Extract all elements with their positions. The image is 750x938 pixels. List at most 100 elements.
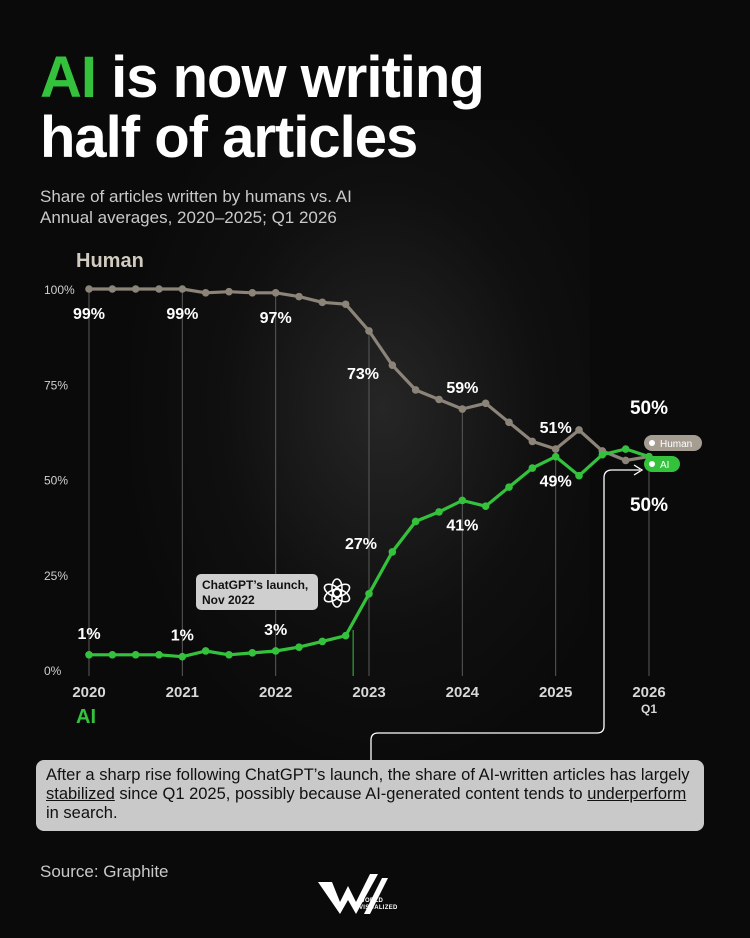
ai-end-tag <box>644 456 680 472</box>
data-label-human: 97% <box>260 310 292 327</box>
page-title: AI is now writing half of articles <box>40 45 485 168</box>
data-label-ai: 1% <box>77 626 100 643</box>
x-tick-label: 2025 <box>539 684 572 701</box>
ai-data-point <box>341 631 350 640</box>
human-data-point <box>108 285 117 293</box>
human-data-point <box>201 289 210 297</box>
human-data-point <box>388 361 397 370</box>
subtitle-line2: Annual averages, 2020–2025; Q1 2026 <box>40 208 337 227</box>
human-data-point <box>411 386 420 394</box>
callout-text-2: since Q1 2025, possibly because AI-gener… <box>114 785 588 803</box>
logo-line2: VISUALIZED <box>359 905 398 911</box>
human-data-point <box>575 426 583 434</box>
y-tick-label: 75% <box>44 378 68 392</box>
y-tick-label: 50% <box>44 474 68 488</box>
x-tick-label: 2020 <box>72 684 105 701</box>
title-accent: AI <box>40 45 97 110</box>
human-data-point <box>155 285 163 293</box>
ai-data-point <box>551 452 560 461</box>
ai-data-point <box>108 650 117 659</box>
human-data-point <box>481 399 490 408</box>
ai-data-point <box>225 650 233 659</box>
data-label-ai: 41% <box>446 517 478 534</box>
ai-data-point <box>411 517 420 526</box>
ai-data-point <box>528 464 537 472</box>
data-label-human: 73% <box>347 366 379 383</box>
callout-connector-line <box>370 469 640 760</box>
human-data-point <box>551 445 560 453</box>
ai-data-point <box>131 650 140 659</box>
logo-line1: WORLD <box>359 898 384 904</box>
subtitle: Share of articles written by humans vs. … <box>40 186 352 228</box>
data-label-human: 50% <box>630 398 668 419</box>
human-data-point <box>621 456 630 465</box>
y-tick-label: 25% <box>44 569 68 583</box>
ai-data-point <box>201 647 210 655</box>
data-label-ai: 3% <box>264 622 287 639</box>
human-end-tag-dot <box>649 440 655 446</box>
human-data-point <box>225 287 233 296</box>
human-data-point <box>178 285 187 293</box>
ai-data-point <box>85 650 93 659</box>
y-tick-label: 100% <box>44 283 75 297</box>
callout-underline-stabilized: stabilized <box>46 785 115 803</box>
callout-text-3: in search. <box>46 804 118 822</box>
x-tick-sublabel: Q1 <box>641 702 657 716</box>
human-data-point <box>435 395 443 404</box>
title-rest: is now writing <box>96 45 485 110</box>
y-tick-label: 0% <box>44 664 62 678</box>
source-text: Source: Graphite <box>40 862 169 881</box>
data-label-human: 59% <box>446 380 478 397</box>
data-label-human: 99% <box>166 306 198 323</box>
x-tick-label: 2021 <box>166 684 199 701</box>
chatgpt-annotation-box <box>196 574 318 610</box>
x-tick-label: 2024 <box>446 684 480 701</box>
human-data-point <box>458 405 467 413</box>
callout-connector-arrow <box>633 464 644 476</box>
ai-data-point <box>575 471 583 480</box>
data-label-ai: 1% <box>171 628 194 645</box>
chatgpt-annotation-line1: ChatGPT’s launch, <box>202 578 308 592</box>
ai-series-title: AI <box>76 706 96 728</box>
ai-data-point <box>481 502 490 510</box>
x-tick-label: 2026 <box>632 684 665 701</box>
ai-data-point <box>505 483 513 491</box>
human-data-point <box>131 285 140 293</box>
human-data-point <box>528 437 537 446</box>
ai-data-point <box>365 590 373 598</box>
ai-end-tag-label: AI <box>660 460 669 471</box>
human-data-point <box>505 418 513 427</box>
data-label-human: 51% <box>540 420 572 437</box>
data-label-ai: 49% <box>540 474 572 491</box>
callout-underline-underperform: underperform <box>587 785 687 803</box>
data-label-ai: 27% <box>345 536 377 553</box>
human-data-point <box>318 298 327 307</box>
data-label-human: 99% <box>73 306 105 323</box>
human-data-point <box>271 289 280 297</box>
x-tick-label: 2023 <box>352 684 385 701</box>
ai-data-point <box>621 445 630 453</box>
ai-data-point <box>248 649 257 657</box>
callout-text-1: After a sharp rise following ChatGPT’s l… <box>46 766 690 784</box>
ai-end-tag-dot <box>649 461 655 467</box>
human-data-point <box>248 289 257 297</box>
data-label-ai: 50% <box>630 495 668 516</box>
ai-data-point <box>435 508 443 516</box>
human-data-point <box>365 327 373 335</box>
callout-box: After a sharp rise following ChatGPT’s l… <box>36 760 704 831</box>
human-end-tag-label: Human <box>660 439 692 450</box>
openai-logo-icon <box>323 578 351 608</box>
human-data-point <box>295 292 303 301</box>
ai-data-point <box>458 496 467 505</box>
ai-data-point <box>318 637 327 646</box>
ai-data-point <box>155 650 163 659</box>
ai-data-point <box>271 647 280 655</box>
ai-data-point <box>388 548 397 556</box>
world-visualized-logo-icon <box>318 874 388 914</box>
human-end-tag <box>644 435 702 451</box>
logo-wordmark: WORLD VISUALIZED <box>359 898 398 912</box>
subtitle-line1: Share of articles written by humans vs. … <box>40 187 352 206</box>
chatgpt-annotation-line2: Nov 2022 <box>202 593 255 607</box>
ai-data-point <box>178 652 187 661</box>
